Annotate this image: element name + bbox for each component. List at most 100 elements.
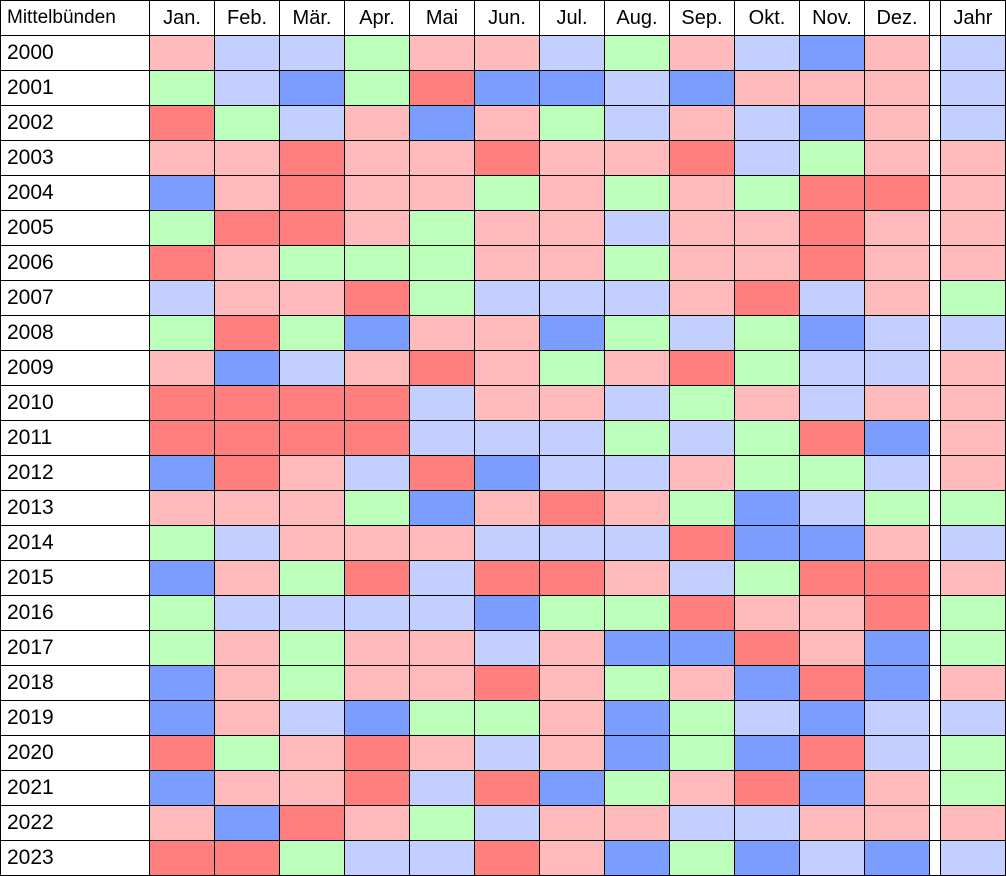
- heatmap-cell: [150, 281, 215, 316]
- heatmap-cell: [735, 316, 800, 351]
- heatmap-cell: [540, 526, 605, 561]
- row-gap: [930, 351, 941, 386]
- heatmap-cell: [150, 806, 215, 841]
- heatmap-cell: [800, 631, 865, 666]
- heatmap-cell: [410, 386, 475, 421]
- heatmap-cell: [670, 211, 735, 246]
- heatmap-cell: [865, 666, 930, 701]
- heatmap-cell: [540, 806, 605, 841]
- heatmap-cell: [475, 666, 540, 701]
- heatmap-cell: [475, 841, 540, 876]
- heatmap-cell: [475, 806, 540, 841]
- heatmap-cell: [215, 106, 280, 141]
- heatmap-cell: [280, 36, 345, 71]
- heatmap-cell: [735, 491, 800, 526]
- column-header-9: Sep.: [670, 1, 735, 36]
- heatmap-cell: [410, 176, 475, 211]
- column-header-12: Dez.: [865, 1, 930, 36]
- heatmap-cell: [865, 281, 930, 316]
- row-gap: [930, 666, 941, 701]
- row-label-2015: 2015: [1, 561, 150, 596]
- heatmap-cell: [605, 386, 670, 421]
- heatmap-cell: [540, 561, 605, 596]
- heatmap-cell: [345, 456, 410, 491]
- heatmap-cell: [345, 106, 410, 141]
- heatmap-cell: [280, 316, 345, 351]
- heatmap-cell: [215, 771, 280, 806]
- heatmap-cell: [865, 176, 930, 211]
- heatmap-cell: [280, 771, 345, 806]
- row-gap: [930, 771, 941, 806]
- heatmap-cell: [800, 71, 865, 106]
- heatmap-cell: [475, 701, 540, 736]
- heatmap-cell: [735, 176, 800, 211]
- heatmap-cell: [605, 561, 670, 596]
- heatmap-cell: [800, 596, 865, 631]
- heatmap-cell: [605, 36, 670, 71]
- heatmap-cell: [345, 71, 410, 106]
- heatmap-cell: [605, 176, 670, 211]
- heatmap-cell-annual: [941, 666, 1006, 701]
- row-gap: [930, 141, 941, 176]
- heatmap-cell: [410, 456, 475, 491]
- heatmap-cell: [215, 491, 280, 526]
- row-label-2001: 2001: [1, 71, 150, 106]
- heatmap-cell: [410, 701, 475, 736]
- heatmap-cell: [670, 421, 735, 456]
- heatmap-cell: [280, 421, 345, 456]
- heatmap-cell: [345, 141, 410, 176]
- heatmap-cell: [670, 666, 735, 701]
- heatmap-cell: [540, 351, 605, 386]
- heatmap-cell: [800, 386, 865, 421]
- heatmap-cell: [150, 491, 215, 526]
- heatmap-cell: [865, 141, 930, 176]
- heatmap-cell: [540, 71, 605, 106]
- heatmap-cell: [475, 561, 540, 596]
- heatmap-cell: [735, 351, 800, 386]
- heatmap-cell: [540, 141, 605, 176]
- row-gap: [930, 176, 941, 211]
- heatmap-cell: [280, 211, 345, 246]
- heatmap-cell: [345, 526, 410, 561]
- heatmap-cell: [410, 561, 475, 596]
- row-label-2000: 2000: [1, 36, 150, 71]
- heatmap-cell: [865, 421, 930, 456]
- heatmap-cell: [150, 666, 215, 701]
- heatmap-cell: [215, 211, 280, 246]
- heatmap-cell: [150, 736, 215, 771]
- heatmap-cell: [410, 246, 475, 281]
- heatmap-cell: [865, 596, 930, 631]
- heatmap-cell-annual: [941, 561, 1006, 596]
- heatmap-cell: [410, 421, 475, 456]
- heatmap-cell: [215, 596, 280, 631]
- heatmap-cell: [345, 806, 410, 841]
- heatmap-cell: [735, 106, 800, 141]
- column-header-8: Aug.: [605, 1, 670, 36]
- heatmap-cell-annual: [941, 701, 1006, 736]
- heatmap-cell: [475, 316, 540, 351]
- heatmap-cell: [800, 666, 865, 701]
- heatmap-cell: [540, 771, 605, 806]
- heatmap-cell: [410, 736, 475, 771]
- heatmap-cell: [280, 561, 345, 596]
- heatmap-cell: [215, 561, 280, 596]
- heatmap-cell: [345, 666, 410, 701]
- heatmap-cell: [605, 421, 670, 456]
- heatmap-cell: [345, 736, 410, 771]
- heatmap-cell: [800, 771, 865, 806]
- row-gap: [930, 106, 941, 141]
- heatmap-cell: [800, 246, 865, 281]
- row-gap: [930, 526, 941, 561]
- heatmap-cell: [280, 491, 345, 526]
- heatmap-cell: [800, 351, 865, 386]
- row-label-2019: 2019: [1, 701, 150, 736]
- row-gap: [930, 421, 941, 456]
- heatmap-cell: [345, 211, 410, 246]
- heatmap-cell: [540, 666, 605, 701]
- heatmap-cell: [215, 526, 280, 561]
- heatmap-cell: [475, 71, 540, 106]
- heatmap-cell: [410, 631, 475, 666]
- heatmap-cell: [605, 841, 670, 876]
- heatmap-cell: [410, 771, 475, 806]
- heatmap-cell: [215, 666, 280, 701]
